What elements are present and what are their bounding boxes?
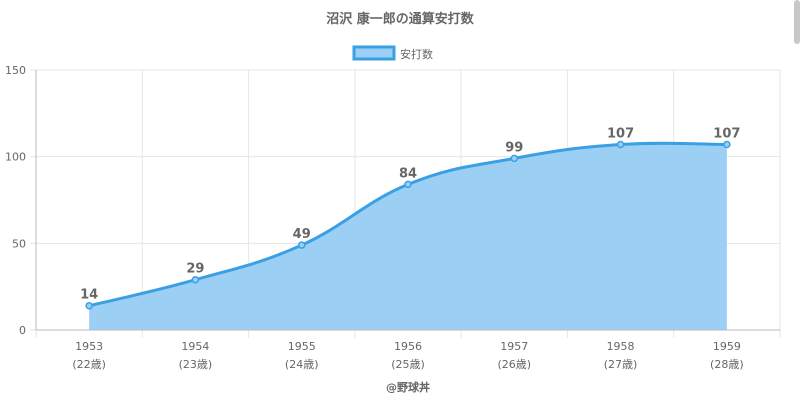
data-label: 107 — [607, 127, 634, 142]
data-point[interactable] — [616, 140, 625, 149]
axes: 0 50 100 150 1953 (22歳) 1954 (23歳) 1955 (24歳) 1956… — [5, 64, 780, 371]
x-tick-label: 1956 — [394, 340, 422, 353]
x-tick-sublabel: (22歳) — [72, 358, 106, 371]
x-tick-label: 1955 — [288, 340, 316, 353]
x-tick-label: 1958 — [607, 340, 635, 353]
x-tick-sublabel: (23歳) — [179, 358, 213, 371]
data-label: 29 — [186, 262, 204, 277]
legend[interactable]: 安打数 — [352, 45, 433, 61]
data-label: 84 — [399, 166, 417, 181]
x-tick-sublabel: (28歳) — [710, 358, 744, 371]
data-label: 49 — [293, 227, 311, 242]
x-tick-sublabel: (27歳) — [604, 358, 638, 371]
data-point[interactable] — [723, 140, 731, 149]
legend-label: 安打数 — [400, 47, 433, 61]
data-label: 107 — [713, 127, 740, 142]
y-tick-label: 150 — [5, 64, 26, 77]
data-label: 14 — [80, 288, 98, 303]
y-tick-label: 100 — [5, 151, 26, 164]
series-area — [89, 143, 727, 330]
x-tick-sublabel: (26歳) — [497, 358, 531, 371]
credit-label: @野球丼 — [386, 380, 430, 394]
data-point[interactable] — [297, 241, 306, 249]
data-label: 99 — [505, 140, 523, 155]
data-point[interactable] — [85, 301, 93, 310]
chart-title: 沼沢 康一郎の通算安打数 — [326, 11, 475, 27]
data-point[interactable] — [510, 154, 519, 163]
x-tick-label: 1957 — [500, 340, 528, 353]
y-tick-label: 50 — [12, 237, 26, 250]
legend-swatch — [352, 45, 396, 61]
x-tick-label: 1959 — [713, 340, 741, 353]
plot-area — [85, 140, 731, 330]
x-tick-label: 1953 — [75, 340, 103, 353]
data-point[interactable] — [191, 275, 200, 284]
x-tick-label: 1954 — [181, 340, 209, 353]
x-tick-sublabel: (25歳) — [391, 358, 425, 371]
data-point[interactable] — [404, 180, 412, 189]
scrollbar-thumb[interactable] — [794, 0, 800, 44]
x-tick-sublabel: (24歳) — [285, 358, 319, 371]
y-tick-label: 0 — [19, 324, 26, 337]
data-labels: 14 29 49 84 99 107 107 — [80, 127, 740, 303]
